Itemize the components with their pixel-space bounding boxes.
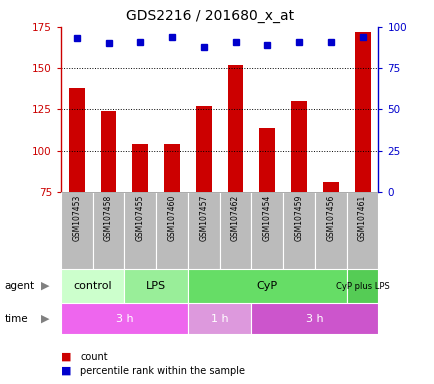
- Bar: [346, 192, 378, 269]
- Bar: [251, 192, 283, 269]
- Text: GSM107459: GSM107459: [294, 194, 303, 241]
- Bar: [61, 269, 124, 303]
- Text: GSM107462: GSM107462: [230, 194, 240, 240]
- Text: LPS: LPS: [146, 281, 166, 291]
- Text: GSM107454: GSM107454: [262, 194, 271, 241]
- Bar: [187, 269, 346, 303]
- Text: GSM107460: GSM107460: [167, 194, 176, 241]
- Bar: [187, 192, 219, 269]
- Text: GSM107453: GSM107453: [72, 194, 81, 241]
- Bar: [195, 106, 211, 192]
- Text: GSM107461: GSM107461: [357, 194, 366, 240]
- Bar: [61, 303, 187, 334]
- Text: 3 h: 3 h: [306, 314, 323, 324]
- Text: agent: agent: [4, 281, 34, 291]
- Text: percentile rank within the sample: percentile rank within the sample: [80, 366, 245, 376]
- Bar: [164, 144, 180, 192]
- Bar: [251, 303, 378, 334]
- Text: CyP plus LPS: CyP plus LPS: [335, 281, 388, 291]
- Bar: [346, 269, 378, 303]
- Text: control: control: [73, 281, 112, 291]
- Bar: [227, 65, 243, 192]
- Bar: [132, 144, 148, 192]
- Bar: [100, 111, 116, 192]
- Text: ▶: ▶: [41, 281, 50, 291]
- Bar: [156, 192, 187, 269]
- Text: 3 h: 3 h: [115, 314, 133, 324]
- Text: GSM107458: GSM107458: [104, 194, 113, 240]
- Text: CyP: CyP: [256, 281, 277, 291]
- Text: ■: ■: [61, 352, 71, 362]
- Bar: [322, 182, 338, 192]
- Bar: [219, 192, 251, 269]
- Bar: [69, 88, 85, 192]
- Bar: [92, 192, 124, 269]
- Bar: [314, 192, 346, 269]
- Bar: [124, 269, 187, 303]
- Bar: [259, 127, 275, 192]
- Text: GSM107456: GSM107456: [326, 194, 335, 241]
- Title: GDS2216 / 201680_x_at: GDS2216 / 201680_x_at: [126, 9, 293, 23]
- Bar: [124, 192, 156, 269]
- Text: ▶: ▶: [41, 314, 50, 324]
- Bar: [354, 32, 370, 192]
- Bar: [290, 101, 306, 192]
- Bar: [283, 192, 314, 269]
- Text: 1 h: 1 h: [210, 314, 228, 324]
- Text: ■: ■: [61, 366, 71, 376]
- Text: time: time: [4, 314, 28, 324]
- Text: GSM107455: GSM107455: [135, 194, 145, 241]
- Text: count: count: [80, 352, 108, 362]
- Bar: [61, 192, 92, 269]
- Text: GSM107457: GSM107457: [199, 194, 208, 241]
- Bar: [187, 303, 251, 334]
